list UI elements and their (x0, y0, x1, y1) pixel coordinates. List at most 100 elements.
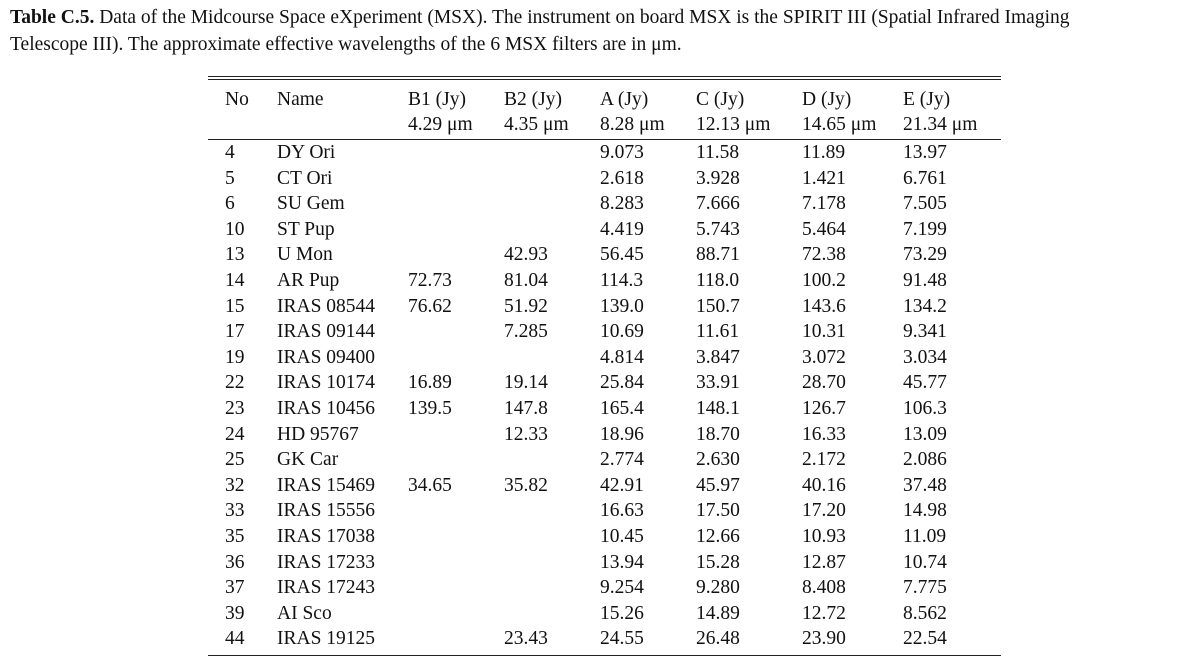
cell-b2: 51.92 (504, 295, 548, 317)
cell-no: 17 (225, 321, 245, 343)
header-row-2: 4.29 μm 4.35 μm 8.28 μm 12.13 μm 14.65 μ… (208, 112, 1001, 139)
header-unit-cell: 8.28 μm (600, 114, 665, 135)
cell-c: 88.71 (696, 244, 740, 266)
cell-no: 24 (225, 423, 245, 445)
cell-e: 45.77 (903, 372, 947, 394)
table-row: 32 IRAS 15469 34.65 35.82 42.91 45.97 40.16 37.… (208, 473, 1001, 499)
cell-d: 12.72 (802, 602, 846, 624)
cell-c: 12.66 (696, 525, 740, 547)
cell-c: 3.928 (696, 167, 740, 189)
cell-a: 10.69 (600, 321, 644, 343)
cell-d: 8.408 (802, 577, 846, 599)
cell-no: 36 (225, 551, 245, 573)
cell-c: 14.89 (696, 602, 740, 624)
table-row: 22 IRAS 10174 16.89 19.14 25.84 33.91 28.70 45.… (208, 370, 1001, 396)
cell-no: 19 (225, 346, 245, 368)
cell-name: CT Ori (277, 167, 333, 189)
cell-b2: 7.285 (504, 321, 548, 343)
cell-e: 91.48 (903, 269, 947, 291)
cell-a: 24.55 (600, 628, 644, 650)
cell-name: DY Ori (277, 142, 336, 163)
cell-d: 100.2 (802, 269, 846, 291)
cell-b1: 16.89 (408, 372, 452, 394)
cell-d: 23.90 (802, 628, 846, 650)
cell-b1: 34.65 (408, 474, 452, 496)
cell-b2 (504, 447, 600, 473)
header-unit-cell: 14.65 μm (802, 114, 877, 135)
cell-d: 17.20 (802, 500, 846, 522)
cell-a: 2.618 (600, 167, 644, 189)
table-row: 24 HD 95767 12.33 18.96 18.70 16.33 13.09 (208, 422, 1001, 448)
cell-no: 14 (225, 269, 245, 291)
cell-d: 1.421 (802, 167, 846, 189)
header-row-1: No Name B1 (Jy) B2 (Jy) A (Jy) C (Jy) D … (208, 80, 1001, 112)
cell-a: 13.94 (600, 551, 644, 573)
table-row: 23 IRAS 10456 139.5 147.8 165.4 148.1 126.7 106… (208, 396, 1001, 422)
cell-a: 9.254 (600, 577, 644, 599)
cell-b1 (408, 626, 504, 652)
cell-b1 (408, 319, 504, 345)
cell-name: AR Pup (277, 269, 340, 291)
header-cell: E (Jy) (903, 89, 951, 110)
cell-b2 (504, 345, 600, 371)
cell-d: 16.33 (802, 423, 846, 445)
cell-a: 42.91 (600, 474, 644, 496)
cell-d: 5.464 (802, 218, 846, 240)
header-cell: No (225, 89, 249, 110)
header-unit-cell (277, 112, 408, 139)
data-table-body: 4 DY Ori 9.073 11.58 11.89 13.97 5 CT Ori 2.618 3… (208, 140, 1001, 652)
cell-no: 15 (225, 295, 245, 317)
cell-no: 5 (225, 167, 235, 189)
cell-e: 37.48 (903, 474, 947, 496)
table-row: 4 DY Ori 9.073 11.58 11.89 13.97 (208, 140, 1001, 166)
cell-b2 (504, 191, 600, 217)
cell-a: 25.84 (600, 372, 644, 394)
cell-no: 32 (225, 474, 245, 496)
cell-b1 (408, 217, 504, 243)
table-row: 25 GK Car 2.774 2.630 2.172 2.086 (208, 447, 1001, 473)
cell-c: 45.97 (696, 474, 740, 496)
cell-name: IRAS 19125 (277, 628, 376, 650)
cell-c: 5.743 (696, 218, 740, 240)
cell-name: IRAS 09400 (277, 346, 376, 368)
cell-name: IRAS 17233 (277, 551, 376, 573)
table-row: 37 IRAS 17243 9.254 9.280 8.408 7.775 (208, 575, 1001, 601)
caption-text-2: Telescope III). The approximate effectiv… (10, 34, 682, 55)
cell-name: IRAS 15556 (277, 500, 376, 522)
cell-d: 126.7 (802, 397, 846, 419)
cell-e: 22.54 (903, 628, 947, 650)
cell-c: 26.48 (696, 628, 740, 650)
cell-e: 11.09 (903, 525, 947, 547)
cell-a: 15.26 (600, 602, 644, 624)
cell-b1 (408, 166, 504, 192)
cell-a: 2.774 (600, 449, 644, 471)
cell-e: 6.761 (903, 167, 947, 189)
cell-c: 118.0 (696, 269, 740, 291)
cell-b1 (408, 447, 504, 473)
cell-c: 15.28 (696, 551, 740, 573)
table-row: 33 IRAS 15556 16.63 17.50 17.20 14.98 (208, 498, 1001, 524)
cell-c: 18.70 (696, 423, 740, 445)
header-cell: C (Jy) (696, 89, 745, 110)
cell-e: 14.98 (903, 500, 947, 522)
cell-b2 (504, 524, 600, 550)
cell-no: 10 (225, 218, 245, 240)
cell-d: 10.31 (802, 321, 846, 343)
cell-b1 (408, 550, 504, 576)
table-row: 13 U Mon 42.93 56.45 88.71 72.38 73.29 (208, 242, 1001, 268)
table-header: No Name B1 (Jy) B2 (Jy) A (Jy) C (Jy) D … (208, 80, 1001, 139)
cell-no: 33 (225, 500, 245, 522)
cell-e: 9.341 (903, 321, 947, 343)
cell-b1 (408, 524, 504, 550)
cell-c: 33.91 (696, 372, 740, 394)
cell-c: 11.58 (696, 142, 740, 163)
cell-d: 2.172 (802, 449, 846, 471)
cell-b2: 42.93 (504, 244, 548, 266)
table-row: 44 IRAS 19125 23.43 24.55 26.48 23.90 22.54 (208, 626, 1001, 652)
table-row: 19 IRAS 09400 4.814 3.847 3.072 3.034 (208, 345, 1001, 371)
table-caption: Table C.5. Data of the Midcourse Space e… (10, 4, 1190, 58)
table-row: 5 CT Ori 2.618 3.928 1.421 6.761 (208, 166, 1001, 192)
cell-name: IRAS 10174 (277, 372, 376, 394)
table-top-rule (208, 76, 1001, 80)
header-unit-cell: 12.13 μm (696, 114, 771, 135)
